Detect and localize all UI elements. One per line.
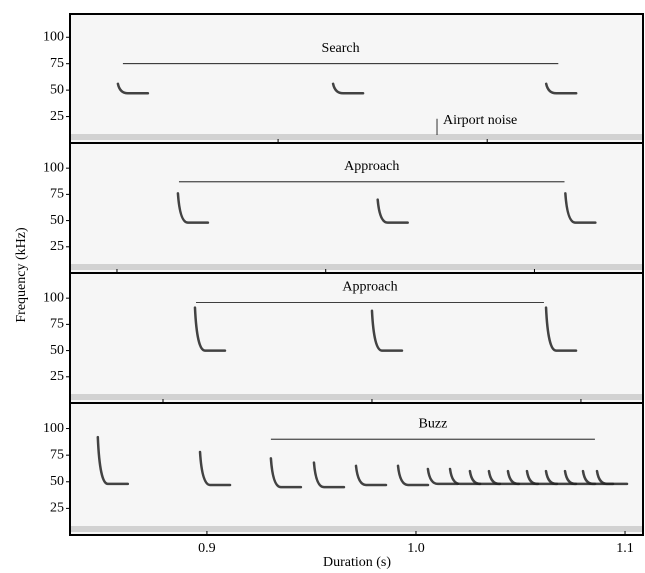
noise-band — [70, 264, 643, 270]
x-tick-label: 1.1 — [616, 541, 634, 556]
noise-band — [70, 134, 643, 140]
figure: Frequency (kHz) Duration (s) 25 50 75 100 0.… — [0, 0, 645, 573]
y-tick-label: 75 — [50, 447, 64, 462]
y-tick-label: 75 — [50, 187, 64, 202]
y-tick-label: 50 — [50, 82, 64, 97]
annotation-label: Approach — [342, 280, 397, 295]
noise-band — [70, 526, 643, 532]
y-tick-label: 100 — [43, 290, 64, 305]
y-tick-label: 50 — [50, 213, 64, 228]
y-tick-label: 50 — [50, 343, 64, 358]
noise-band — [70, 394, 643, 400]
y-tick-label: 50 — [50, 474, 64, 489]
annotation-label: Airport noise — [443, 113, 517, 128]
y-tick-label: 100 — [43, 29, 64, 44]
panel-background — [70, 14, 643, 143]
y-tick-label: 25 — [50, 239, 64, 254]
y-tick-label: 100 — [43, 421, 64, 436]
y-axis-label: Frequency (kHz) — [14, 227, 29, 323]
x-axis-label: Duration (s) — [323, 555, 391, 570]
x-tick-label: 0.9 — [198, 541, 216, 556]
annotation-label: Approach — [344, 159, 399, 174]
annotation-label: Search — [322, 41, 360, 56]
annotation-label: Buzz — [419, 416, 448, 431]
y-tick-label: 75 — [50, 317, 64, 332]
x-tick-label: 1.0 — [407, 541, 425, 556]
y-tick-label: 25 — [50, 369, 64, 384]
y-tick-label: 25 — [50, 109, 64, 124]
y-tick-label: 100 — [43, 160, 64, 175]
y-tick-label: 75 — [50, 56, 64, 71]
y-tick-label: 25 — [50, 501, 64, 516]
